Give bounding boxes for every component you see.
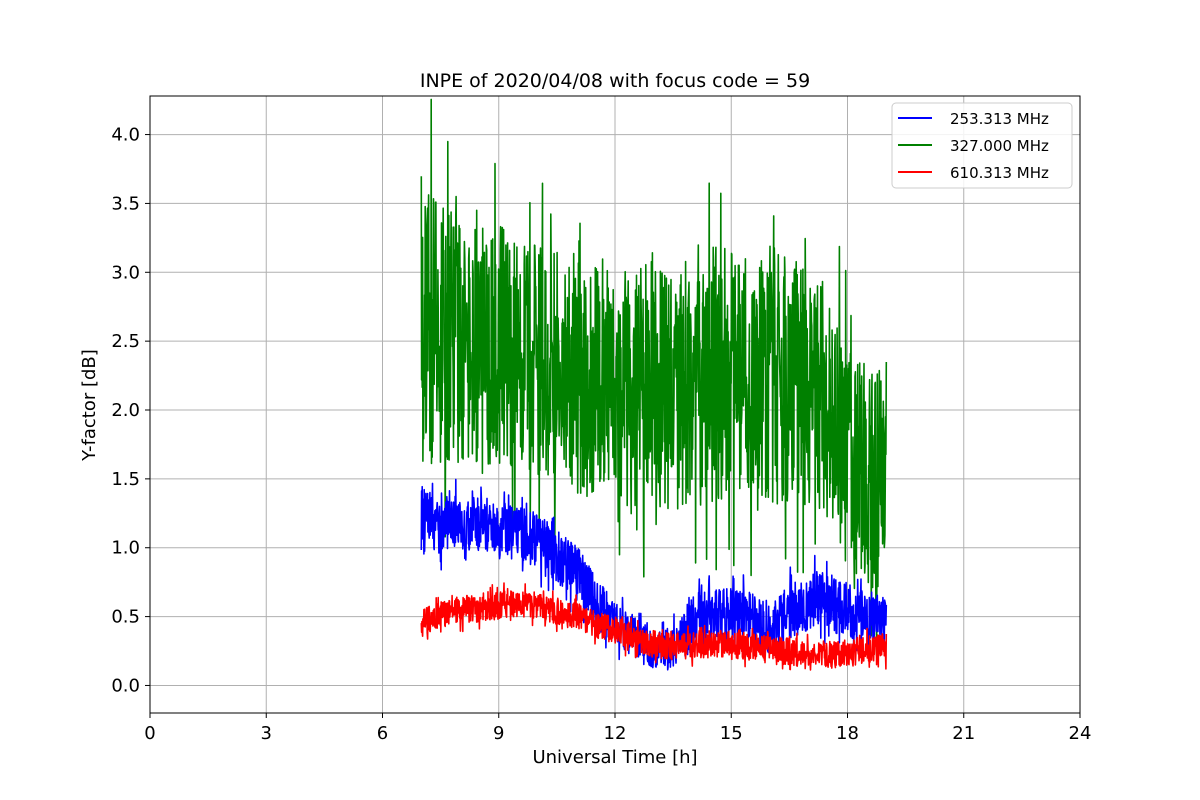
y-tick-label: 1.5 bbox=[111, 469, 140, 490]
series-layer bbox=[420, 98, 888, 671]
x-tick-label: 0 bbox=[144, 723, 155, 744]
legend-box bbox=[891, 102, 1073, 189]
y-tick-label: 0.0 bbox=[111, 675, 140, 696]
series-line-2 bbox=[420, 582, 888, 671]
y-tick-label: 2.5 bbox=[111, 331, 140, 352]
x-tick-label: 24 bbox=[1069, 723, 1092, 744]
x-tick-label: 15 bbox=[720, 723, 743, 744]
y-tick-label: 2.0 bbox=[111, 400, 140, 421]
legend-label-0: 253.313 MHz bbox=[950, 110, 1049, 128]
x-axis: 0 3 6 9 12 15 18 21 24 bbox=[144, 713, 1091, 744]
y-axis: 0.0 0.5 1.0 1.5 2.0 2.5 3.0 3.5 4.0 bbox=[111, 125, 150, 696]
series-line-1 bbox=[420, 98, 888, 657]
x-tick-label: 6 bbox=[377, 723, 388, 744]
y-tick-label: 3.0 bbox=[111, 262, 140, 283]
x-tick-label: 9 bbox=[493, 723, 504, 744]
x-tick-label: 21 bbox=[952, 723, 975, 744]
x-tick-label: 12 bbox=[604, 723, 627, 744]
y-tick-label: 0.5 bbox=[111, 607, 140, 628]
chart-title: INPE of 2020/04/08 with focus code = 59 bbox=[420, 70, 810, 92]
y-tick-label: 4.0 bbox=[111, 125, 140, 146]
x-axis-title: Universal Time [h] bbox=[532, 747, 697, 768]
series-line-0 bbox=[420, 478, 888, 671]
y-tick-label: 1.0 bbox=[111, 538, 140, 559]
legend-label-1: 327.000 MHz bbox=[950, 137, 1049, 155]
y-tick-label: 3.5 bbox=[111, 193, 140, 214]
legend: 253.313 MHz 327.000 MHz 610.313 MHz bbox=[891, 102, 1073, 189]
x-tick-label: 18 bbox=[836, 723, 859, 744]
x-tick-label: 3 bbox=[261, 723, 272, 744]
y-axis-title: Y-factor [dB] bbox=[79, 349, 100, 462]
legend-label-2: 610.313 MHz bbox=[950, 164, 1049, 182]
